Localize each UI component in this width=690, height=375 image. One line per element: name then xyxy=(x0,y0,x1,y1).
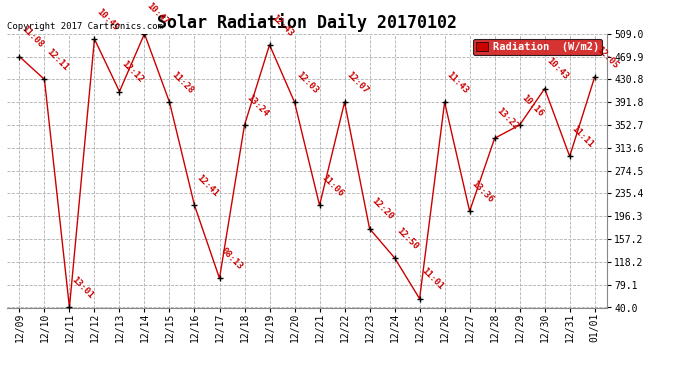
Text: 12:03: 12:03 xyxy=(295,70,320,95)
Text: 12:20: 12:20 xyxy=(370,196,395,222)
Text: 12:50: 12:50 xyxy=(395,226,420,251)
Text: 12:12: 12:12 xyxy=(119,59,145,85)
Text: 13:22: 13:22 xyxy=(495,106,520,131)
Text: 12:07: 12:07 xyxy=(344,70,370,95)
Text: 10:43: 10:43 xyxy=(544,56,570,82)
Text: 11:28: 11:28 xyxy=(170,70,195,95)
Text: 10:45: 10:45 xyxy=(95,7,120,32)
Text: 10:47: 10:47 xyxy=(144,2,170,27)
Text: 12:05: 12:05 xyxy=(595,45,620,70)
Text: 12:11: 12:11 xyxy=(44,47,70,72)
Text: Copyright 2017 Cartronics.com: Copyright 2017 Cartronics.com xyxy=(7,22,163,31)
Text: 12:41: 12:41 xyxy=(195,173,220,198)
Text: 08:13: 08:13 xyxy=(219,246,245,272)
Text: 11:11: 11:11 xyxy=(570,124,595,150)
Text: 11:06: 11:06 xyxy=(319,173,345,198)
Text: 13:01: 13:01 xyxy=(70,275,95,301)
Text: 11:43: 11:43 xyxy=(444,70,470,95)
Text: 11:08: 11:08 xyxy=(19,24,45,50)
Text: 13:36: 13:36 xyxy=(470,179,495,204)
Legend: Radiation  (W/m2): Radiation (W/m2) xyxy=(473,39,602,55)
Text: 12:43: 12:43 xyxy=(270,13,295,38)
Text: 11:01: 11:01 xyxy=(420,267,445,292)
Text: 10:16: 10:16 xyxy=(520,93,545,118)
Title: Solar Radiation Daily 20170102: Solar Radiation Daily 20170102 xyxy=(157,13,457,32)
Text: 13:24: 13:24 xyxy=(244,93,270,118)
